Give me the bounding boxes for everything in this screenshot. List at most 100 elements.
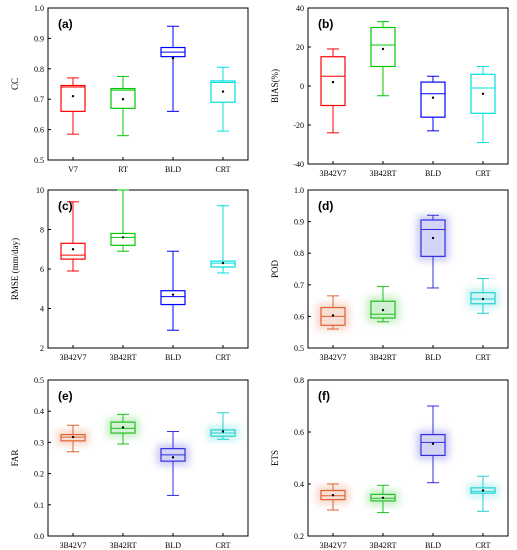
- box-3b42rt: [107, 413, 139, 445]
- box-bld: [417, 214, 449, 289]
- y-tick-label: 0.9: [34, 34, 44, 43]
- box-3b42rt: [367, 285, 399, 323]
- y-tick-label: 0.6: [294, 312, 304, 321]
- mean-point: [331, 80, 335, 84]
- iqr-box: [110, 87, 136, 109]
- x-tick-label: V7: [68, 165, 78, 174]
- y-tick-label: 0.2: [294, 532, 304, 541]
- y-tick-label: 0.6: [294, 428, 304, 437]
- x-tick-label: 3B42RT: [369, 169, 396, 178]
- y-axis-label: FAR: [10, 450, 20, 467]
- box-crt: [207, 412, 239, 441]
- plot-frame: [307, 7, 509, 165]
- chart-panel-f: 0.2 0.4 0.6 0.8 ETS (f) 3B42V7 3B42RT BLD CRT: [270, 376, 509, 550]
- x-tick-label: 3B42RT: [369, 353, 396, 362]
- mean-point: [381, 47, 385, 51]
- x-tick-label: BLD: [165, 541, 181, 550]
- chart-panel-c: 2 4 6 8 10 RMSE (mm/day) (c) 3B42V7 3B42RT BLD CRT: [10, 186, 249, 362]
- mean-point: [171, 456, 175, 459]
- y-tick-label: 0.5: [34, 376, 44, 385]
- iqr-box: [60, 242, 86, 260]
- box-glow: [417, 430, 449, 460]
- iqr-box: [420, 434, 446, 457]
- mean-point: [431, 236, 435, 240]
- box-3b42rt: [367, 484, 399, 514]
- x-tick-label: CRT: [215, 165, 230, 174]
- panel-label: (d): [318, 199, 333, 213]
- x-tick-label: 3B42RT: [109, 353, 136, 362]
- iqr-box: [420, 219, 446, 257]
- box-crt: [210, 66, 236, 132]
- mean-point: [71, 94, 75, 98]
- y-tick-label: 0.5: [34, 156, 44, 165]
- box-bld: [160, 250, 186, 331]
- iqr-box: [110, 232, 136, 246]
- box-bld: [420, 75, 446, 132]
- iqr-box: [370, 26, 396, 68]
- x-tick-label: CRT: [475, 353, 490, 362]
- y-tick-label: 0.7: [294, 281, 304, 290]
- x-tick-label: BLD: [425, 353, 441, 362]
- y-tick-label: 0.2: [34, 470, 44, 479]
- mean-point: [481, 92, 485, 96]
- mean-point: [121, 236, 125, 239]
- x-tick-label: CRT: [215, 353, 230, 362]
- mean-point: [481, 489, 485, 492]
- y-tick-label: -40: [293, 160, 304, 169]
- mean-point: [221, 430, 225, 433]
- y-tick-label: 0.4: [294, 480, 304, 489]
- plot-frame: [47, 379, 249, 537]
- y-tick-label: 1.0: [294, 186, 304, 195]
- x-tick-label: 3B42V7: [59, 541, 86, 550]
- y-tick-label: 0.8: [294, 376, 304, 385]
- plot-frame: [47, 189, 249, 349]
- box-crt: [467, 475, 499, 512]
- box-crt: [467, 277, 499, 314]
- x-tick-label: BLD: [165, 165, 181, 174]
- mean-point: [221, 261, 225, 265]
- x-tick-label: 3B42RT: [109, 541, 136, 550]
- plot-frame: [307, 379, 509, 537]
- mean-point: [381, 308, 385, 312]
- x-tick-label: 3B42V7: [319, 541, 346, 550]
- panel-label: (a): [58, 17, 73, 31]
- y-tick-label: 20: [296, 43, 304, 52]
- box-bld: [160, 25, 186, 112]
- box-crt: [470, 66, 496, 144]
- y-tick-label: 0.3: [34, 438, 44, 447]
- x-tick-label: CRT: [215, 541, 230, 550]
- y-axis-label: BIAS(%): [270, 69, 280, 103]
- x-tick-label: 3B42V7: [319, 353, 346, 362]
- box-bld: [157, 430, 189, 496]
- y-axis-label: CC: [10, 78, 20, 90]
- x-tick-label: 3B42V7: [319, 169, 346, 178]
- x-tick-label: CRT: [475, 169, 490, 178]
- y-tick-label: 0.7: [34, 95, 44, 104]
- plot-frame: [307, 189, 509, 349]
- y-tick-label: 6: [40, 265, 44, 274]
- mean-point: [331, 314, 335, 317]
- panel-label: (f): [318, 389, 330, 403]
- x-tick-label: RT: [118, 165, 128, 174]
- mean-point: [431, 442, 435, 445]
- y-axis-label: POD: [270, 260, 280, 279]
- chart-panel-d: 0.5 0.6 0.7 0.8 0.9 1.0 POD (d) 3B42V7 3B42RT BLD C…: [270, 186, 509, 362]
- box-crt: [210, 205, 236, 274]
- y-tick-label: 40: [296, 4, 304, 13]
- chart-panel-e: 0.0 0.1 0.2 0.3 0.4 0.5 FAR (e) 3B42V7 3B42RT BLD C…: [10, 376, 249, 550]
- box-3b42v7: [317, 295, 349, 330]
- y-tick-label: 0.9: [294, 218, 304, 227]
- panel-label: (b): [318, 17, 333, 31]
- y-tick-label: 2: [40, 344, 44, 353]
- y-axis-label: ETS: [270, 450, 280, 466]
- y-tick-label: -20: [293, 121, 304, 130]
- iqr-box: [210, 260, 236, 268]
- iqr-box: [320, 56, 346, 107]
- box-3b42v7: [317, 483, 349, 511]
- chart-panel-a: 0.5 0.6 0.7 0.8 0.9 1.0 CC (a) V7 RT BLD CRT: [10, 4, 249, 174]
- y-axis-label: RMSE (mm/day): [10, 238, 20, 300]
- mean-point: [431, 96, 435, 99]
- y-tick-label: 4: [40, 305, 44, 314]
- box-bld: [417, 405, 449, 484]
